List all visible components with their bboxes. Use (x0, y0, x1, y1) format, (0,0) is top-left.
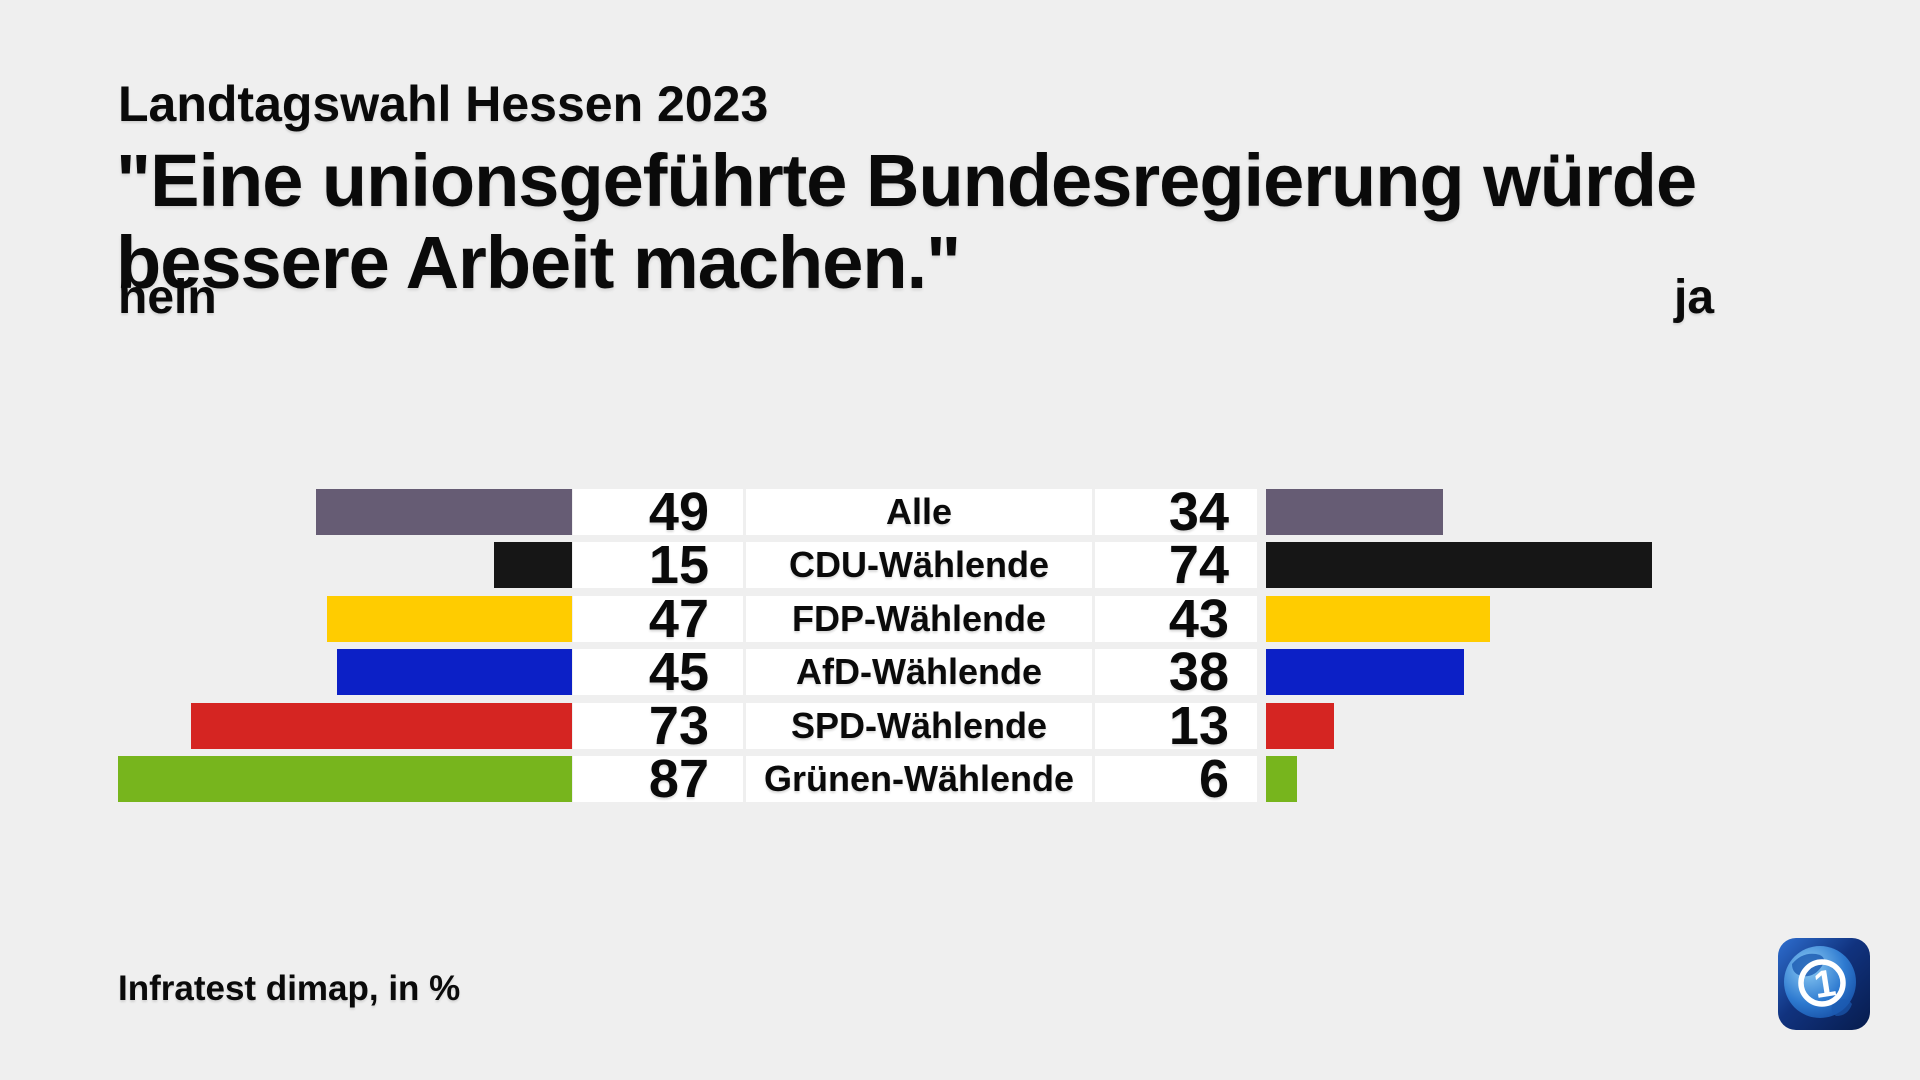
value-ja: 74 (1095, 538, 1257, 592)
chart-row: 49 Alle 34 (0, 485, 1920, 539)
value-nein: 45 (573, 645, 743, 699)
chart-title: "Eine unionsgeführte Bundesregierung wür… (116, 139, 1697, 304)
chart-row: 47 FDP-Wählende 43 (0, 592, 1920, 646)
category-label: Alle (746, 489, 1092, 535)
value-nein: 49 (573, 485, 743, 539)
value-ja: 38 (1095, 645, 1257, 699)
category-label: SPD-Wählende (746, 703, 1092, 749)
ard-logo-ring (1798, 959, 1846, 1007)
ard-logo-continent (1831, 999, 1852, 1016)
value-ja: 6 (1095, 752, 1257, 806)
bar-ja (1266, 596, 1490, 642)
bar-ja (1266, 649, 1464, 695)
bar-nein (118, 756, 572, 802)
value-nein: 15 (573, 538, 743, 592)
value-ja: 13 (1095, 699, 1257, 753)
bar-ja (1266, 489, 1443, 535)
category-label: CDU-Wählende (746, 542, 1092, 588)
value-nein: 87 (573, 752, 743, 806)
value-ja: 34 (1095, 485, 1257, 539)
chart-row: 45 AfD-Wählende 38 (0, 645, 1920, 699)
bar-nein (327, 596, 572, 642)
chart-title-line2: bessere Arbeit machen." (116, 221, 961, 304)
category-label: Grünen-Wählende (746, 756, 1092, 802)
value-ja: 43 (1095, 592, 1257, 646)
chart-row: 15 CDU-Wählende 74 (0, 538, 1920, 592)
axis-label-ja: ja (1674, 271, 1715, 324)
bar-nein (191, 703, 572, 749)
chart-title-line1: "Eine unionsgeführte Bundesregierung wür… (116, 139, 1697, 222)
chart-row: 87 Grünen-Wählende 6 (0, 752, 1920, 806)
source-note: Infratest dimap, in % (118, 969, 461, 1008)
bar-nein (337, 649, 572, 695)
bar-ja (1266, 703, 1334, 749)
category-label: FDP-Wählende (746, 596, 1092, 642)
bar-nein (316, 489, 572, 535)
value-nein: 73 (573, 699, 743, 753)
bar-nein (494, 542, 572, 588)
axis-label-nein: nein (118, 271, 217, 324)
bar-ja (1266, 756, 1297, 802)
diverging-bar-chart: 49 Alle 34 15 CDU-Wählende 74 47 FDP-Wählende 43… (0, 485, 1920, 809)
bar-ja (1266, 542, 1652, 588)
value-nein: 47 (573, 592, 743, 646)
chart-kicker: Landtagswahl Hessen 2023 (118, 76, 769, 132)
ard-logo: 1 (1778, 938, 1870, 1030)
chart-row: 73 SPD-Wählende 13 (0, 699, 1920, 753)
category-label: AfD-Wählende (746, 649, 1092, 695)
